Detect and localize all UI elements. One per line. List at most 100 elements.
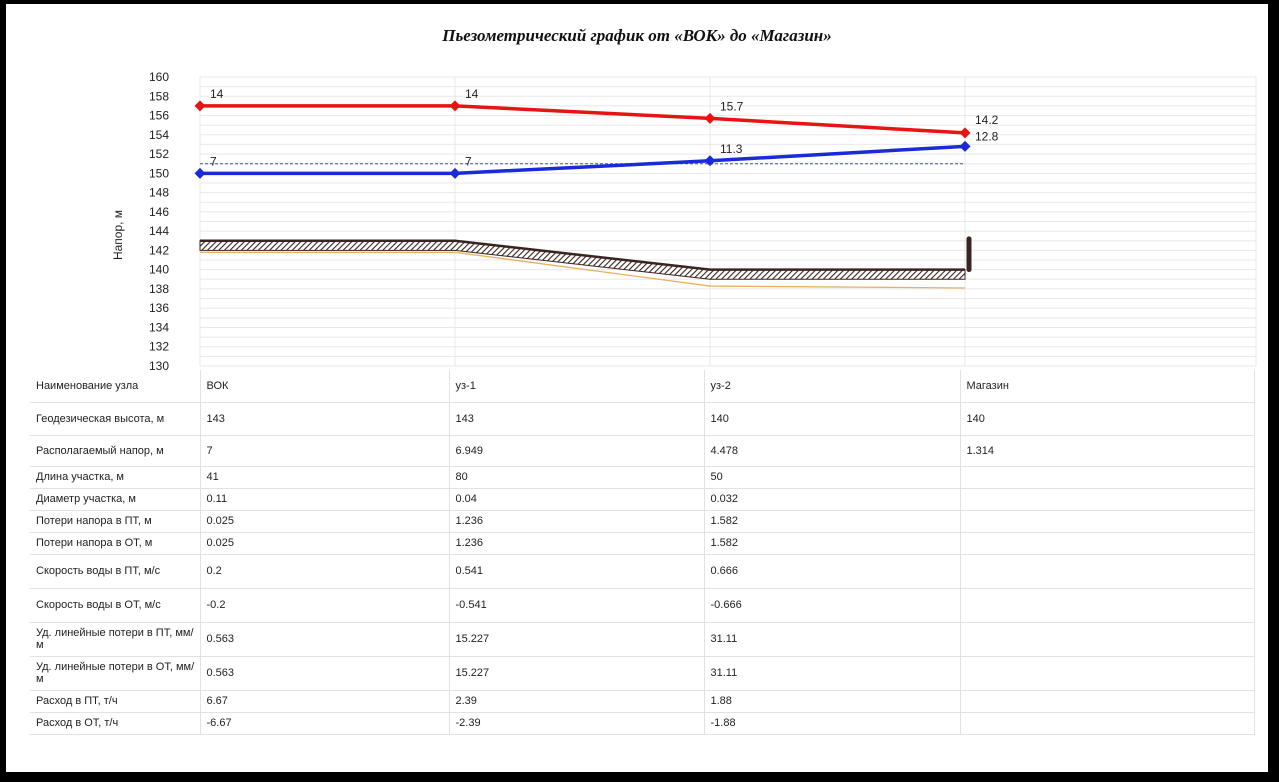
supply-point	[449, 100, 461, 112]
ground-line	[200, 239, 965, 271]
table-row: Уд. линейные потери в ПТ, мм/м 0.563 15.22…	[30, 622, 1255, 657]
y-tick-label: 160	[149, 70, 169, 84]
supply-data-label: 14.2	[975, 113, 999, 127]
y-axis-label: Напор, м	[111, 209, 125, 261]
table-row: Расход в ОТ, т/ч -6.67 -2.39 -1.88	[30, 712, 1255, 735]
supply-line	[200, 104, 966, 135]
value-cell: 41	[200, 466, 450, 489]
y-tick-label: 132	[149, 340, 169, 354]
series	[199, 104, 972, 289]
value-cell	[960, 488, 1255, 511]
value-cell: -1.88	[704, 712, 961, 735]
chart-title: Пьезометрический график от «ВОК» до «Маг…	[442, 26, 832, 45]
return-data-label: 7	[210, 154, 217, 168]
return-line	[200, 144, 966, 176]
value-cell	[960, 656, 1255, 691]
value-cell: 140	[960, 402, 1255, 436]
table-row: Уд. линейные потери в ОТ, мм/м 0.563 15.22…	[30, 656, 1255, 691]
y-tick-label: 148	[149, 186, 169, 200]
value-cell	[960, 712, 1255, 735]
y-tick-label: 140	[149, 263, 169, 277]
return-point	[449, 167, 461, 179]
table-row: Потери напора в ОТ, м 0.025 1.236 1.582	[30, 532, 1255, 555]
value-cell: 6.949	[449, 435, 705, 467]
value-cell: -6.67	[200, 712, 450, 735]
y-tick-label: 138	[149, 282, 169, 296]
table-row: Располагаемый напор, м 7 6.949 4.478 1.314	[30, 435, 1255, 467]
row-name-cell: Расход в ПТ, т/ч	[30, 690, 201, 713]
value-cell: 0.2	[200, 554, 450, 589]
row-name-cell: Уд. линейные потери в ПТ, мм/м	[30, 622, 201, 657]
data-points	[194, 100, 971, 179]
value-cell: 0.04	[449, 488, 705, 511]
value-cell	[960, 510, 1255, 533]
supply-data-label: 15.7	[720, 99, 744, 113]
value-cell: 2.39	[449, 690, 705, 713]
y-tick-label: 134	[149, 320, 169, 334]
value-cell: Магазин	[960, 370, 1255, 403]
value-cell: 1.582	[704, 532, 961, 555]
value-cell: -0.666	[704, 588, 961, 623]
value-cell: 0.032	[704, 488, 961, 511]
table-row: Расход в ПТ, т/ч 6.67 2.39 1.88	[30, 690, 1255, 713]
table-row: Длина участка, м 41 80 50	[30, 466, 1255, 489]
value-cell: 0.11	[200, 488, 450, 511]
value-cell: 80	[449, 466, 705, 489]
y-tick-label: 152	[149, 147, 169, 161]
value-cell	[960, 588, 1255, 623]
return-point	[704, 155, 716, 167]
table-row: Потери напора в ПТ, м 0.025 1.236 1.582	[30, 510, 1255, 533]
return-data-label: 7	[465, 154, 472, 168]
supply-data-label: 14	[465, 87, 479, 101]
value-cell: 50	[704, 466, 961, 489]
value-cell: 143	[449, 402, 705, 436]
value-cell: ВОК	[200, 370, 450, 403]
value-cell	[960, 466, 1255, 489]
value-cell	[960, 554, 1255, 589]
row-name-cell: Располагаемый напор, м	[30, 435, 201, 467]
value-cell: -2.39	[449, 712, 705, 735]
row-name-cell: Скорость воды в ПТ, м/с	[30, 554, 201, 589]
value-cell: 1.314	[960, 435, 1255, 467]
value-cell: 7	[200, 435, 450, 467]
value-cell: 0.666	[704, 554, 961, 589]
table-row: Наименование узла ВОК уз-1 уз-2 Магазин	[30, 370, 1255, 403]
pipe-line	[200, 251, 966, 289]
table-row: Скорость воды в ПТ, м/с 0.2 0.541 0.666	[30, 554, 1255, 589]
value-cell: 15.227	[449, 622, 705, 657]
value-cell	[960, 532, 1255, 555]
value-cell: 0.563	[200, 622, 450, 657]
value-cell: уз-2	[704, 370, 961, 403]
row-name-cell: Геодезическая высота, м	[30, 402, 201, 436]
row-name-cell: Расход в ОТ, т/ч	[30, 712, 201, 735]
value-cell: 15.227	[449, 656, 705, 691]
return-point	[194, 167, 206, 179]
y-tick-label: 150	[149, 166, 169, 180]
y-tick-label: 146	[149, 205, 169, 219]
data-labels: 14 14 15.7 14.2 7 7 11.3 12.8	[210, 87, 999, 168]
table-row: Диаметр участка, м 0.11 0.04 0.032	[30, 488, 1255, 511]
row-name-cell: Потери напора в ОТ, м	[30, 532, 201, 555]
value-cell: уз-1	[449, 370, 705, 403]
y-tick-label: 158	[149, 89, 169, 103]
value-cell: 0.025	[200, 532, 450, 555]
return-data-label: 12.8	[975, 129, 999, 143]
table-row: Скорость воды в ОТ, м/с -0.2 -0.541 -0.666	[30, 588, 1255, 623]
supply-point	[959, 127, 971, 139]
y-tick-label: 142	[149, 243, 169, 257]
value-cell: 1.236	[449, 532, 705, 555]
y-tick-label: 130	[149, 359, 169, 370]
row-name-cell: Уд. линейные потери в ОТ, мм/м	[30, 656, 201, 691]
value-cell: -0.2	[200, 588, 450, 623]
value-cell: 6.67	[200, 690, 450, 713]
y-tick-label: 156	[149, 109, 169, 123]
value-cell: 0.563	[200, 656, 450, 691]
value-cell: 31.11	[704, 622, 961, 657]
row-name-cell: Длина участка, м	[30, 466, 201, 489]
value-cell: 1.88	[704, 690, 961, 713]
report-frame: Пьезометрический график от «ВОК» до «Маг…	[6, 4, 1268, 772]
value-cell: -0.541	[449, 588, 705, 623]
value-cell: 1.236	[449, 510, 705, 533]
value-cell: 140	[704, 402, 961, 436]
y-axis-ticks: 130 132 134 136 138 140 142 144 146 148 150 152 154 1…	[149, 70, 169, 370]
